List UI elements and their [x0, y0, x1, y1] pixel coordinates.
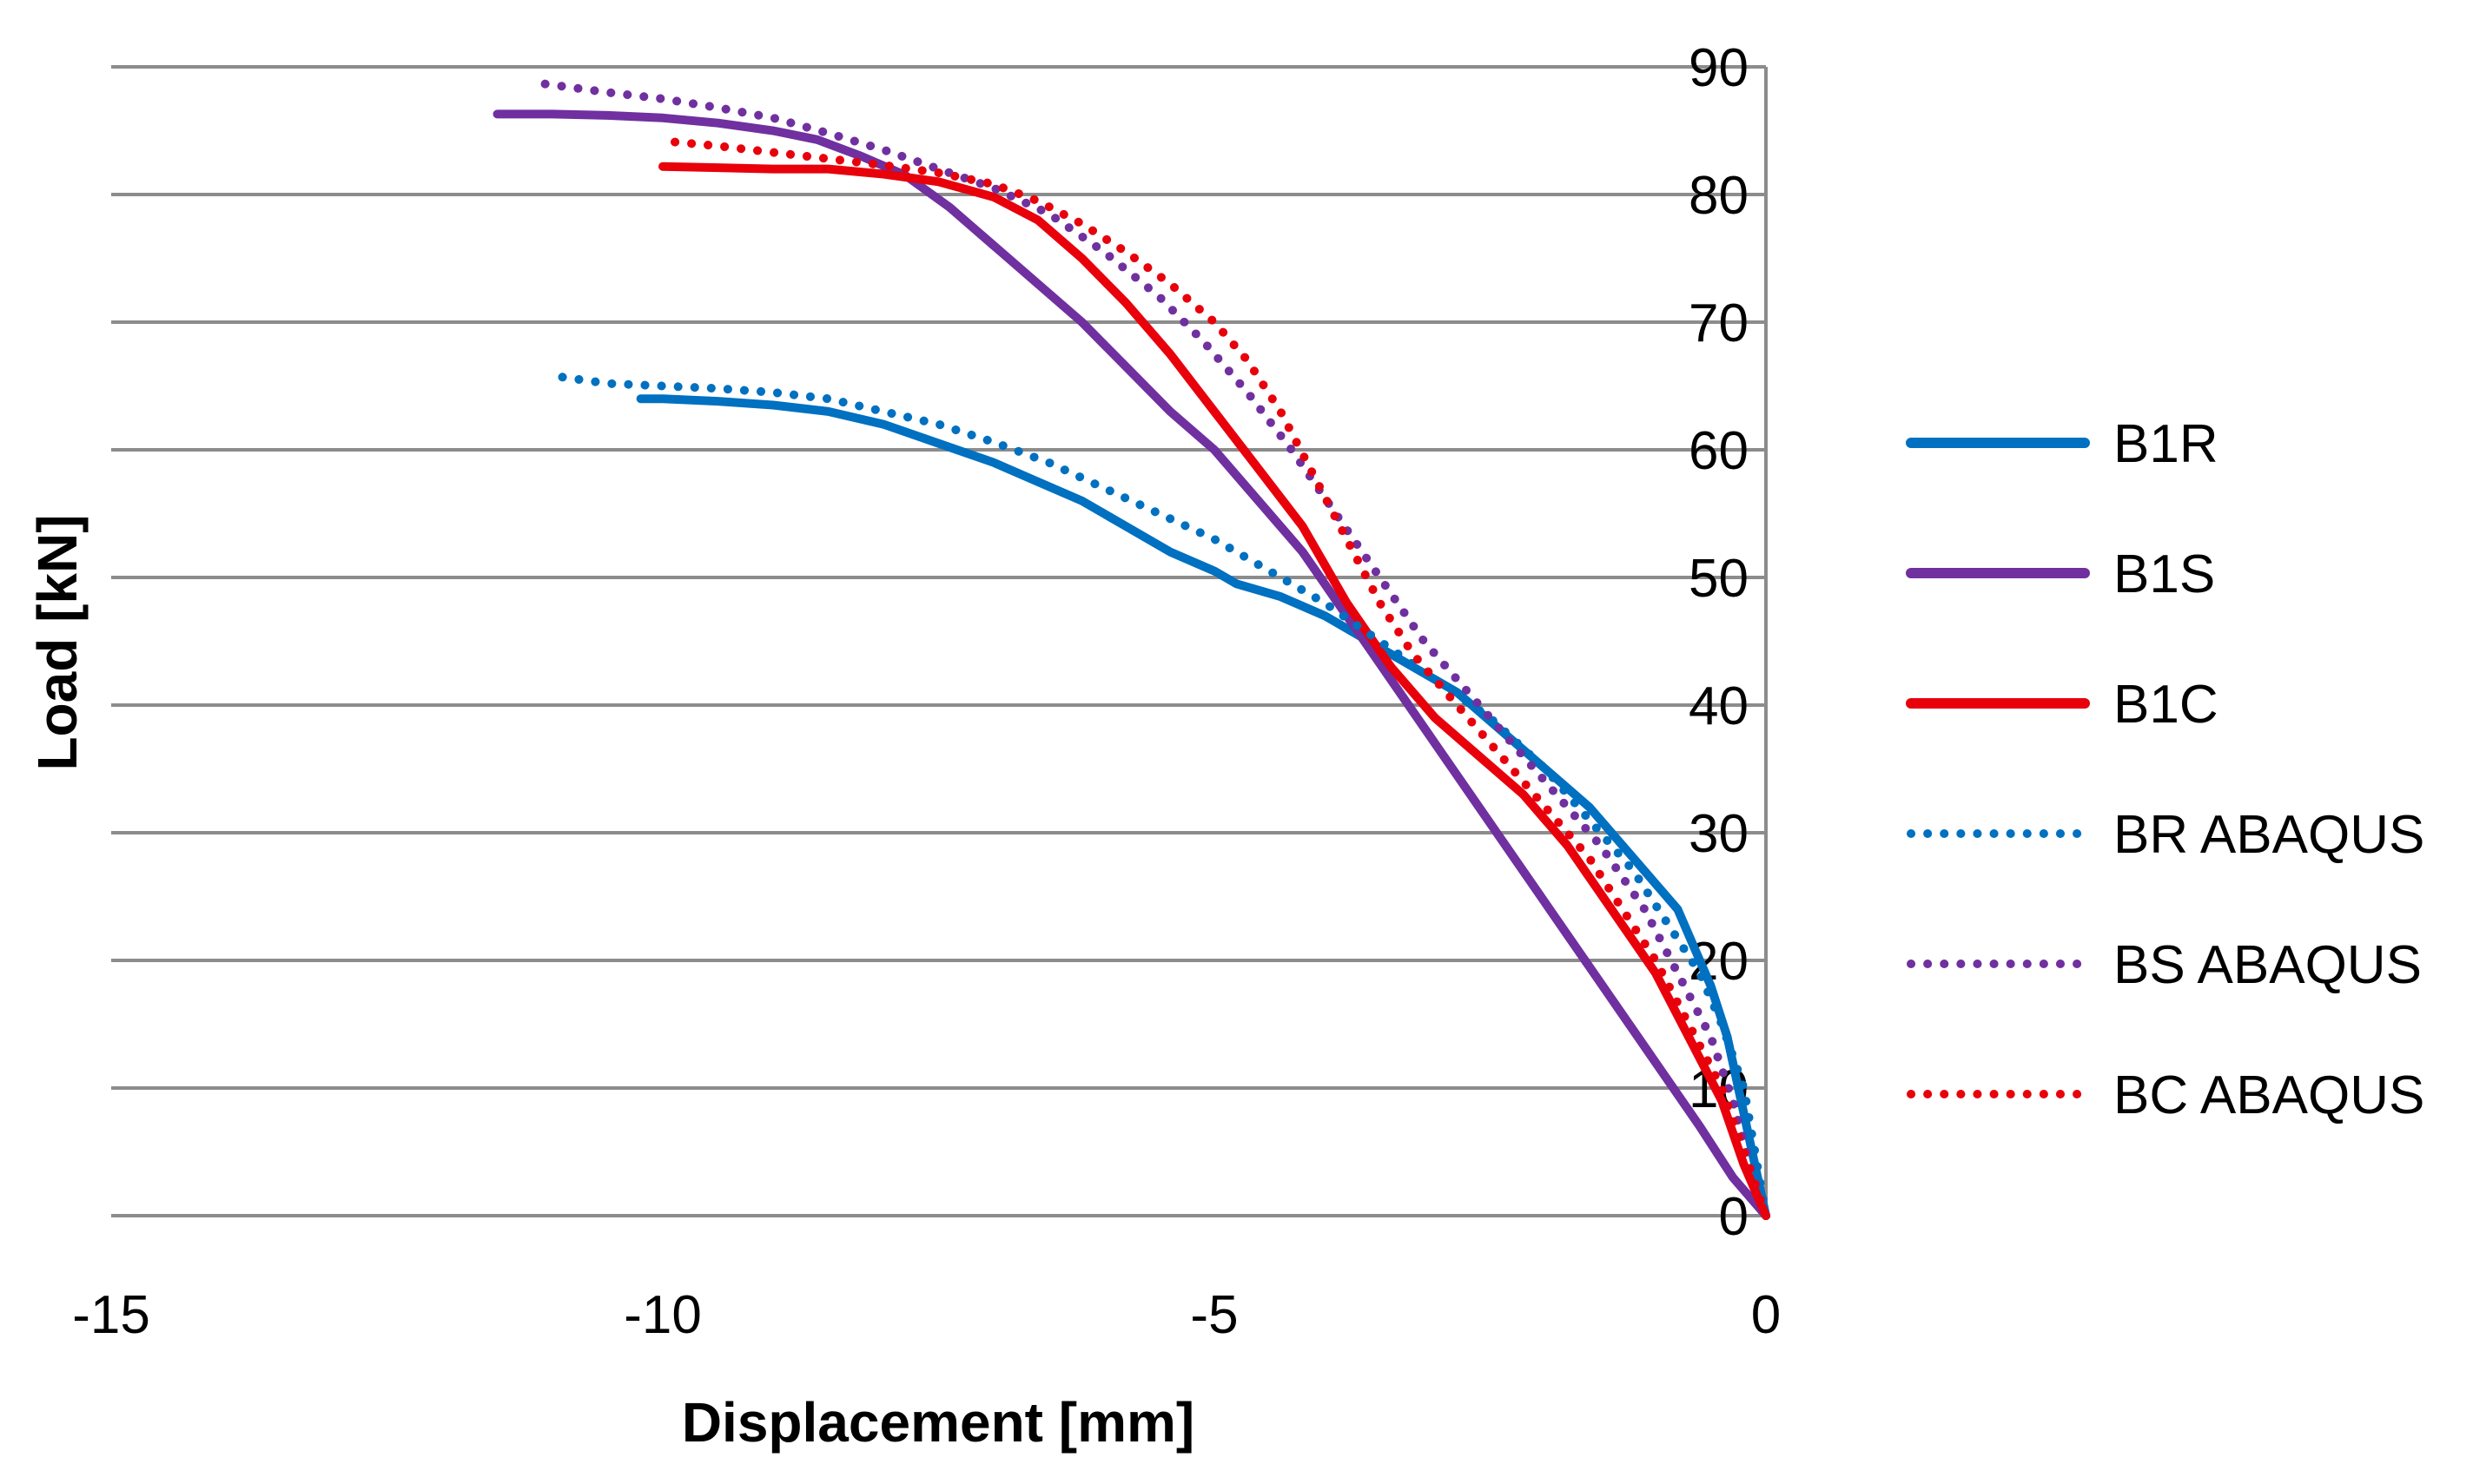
series-line-b1s — [493, 109, 1770, 1220]
x-tick-labels: -15 -10 -5 0 — [72, 1285, 1781, 1345]
y-tick-label: 70 — [1689, 294, 1749, 353]
y-tick-label: 40 — [1689, 676, 1749, 736]
y-tick-label: 90 — [1689, 38, 1749, 98]
y-tick-label: 60 — [1689, 421, 1749, 481]
x-tick-label: -15 — [72, 1285, 150, 1345]
y-tick-label: 0 — [1719, 1187, 1749, 1247]
grid-lines — [111, 65, 1766, 1217]
x-axis-title: Displacement [mm] — [682, 1391, 1194, 1454]
series-lines — [493, 79, 1770, 1220]
legend: B1R B1S B1C BR ABAQUS BS ABAQUS BC ABAQUS — [1906, 414, 2424, 1125]
y-tick-label: 80 — [1689, 166, 1749, 226]
y-axis-title: Load [kN] — [26, 514, 89, 770]
series-line-br-abaqus — [548, 371, 1770, 1220]
y-tick-label: 50 — [1689, 549, 1749, 609]
series-line-bs-abaqus — [537, 79, 1770, 1220]
y-tick-label: 30 — [1689, 804, 1749, 864]
series-line-b1c — [658, 162, 1770, 1220]
series-line-b1r — [636, 394, 1770, 1220]
legend-label: BR ABAQUS — [2113, 805, 2424, 865]
legend-label: BC ABAQUS — [2113, 1065, 2424, 1125]
legend-label: B1C — [2113, 675, 2218, 735]
legend-label: BS ABAQUS — [2113, 935, 2422, 995]
series-line-bc-abaqus — [658, 136, 1770, 1220]
x-tick-label: -5 — [1190, 1285, 1238, 1345]
x-tick-label: -10 — [624, 1285, 702, 1345]
legend-label: B1R — [2113, 414, 2218, 474]
x-tick-label: 0 — [1751, 1285, 1781, 1345]
legend-label: B1S — [2113, 544, 2215, 604]
